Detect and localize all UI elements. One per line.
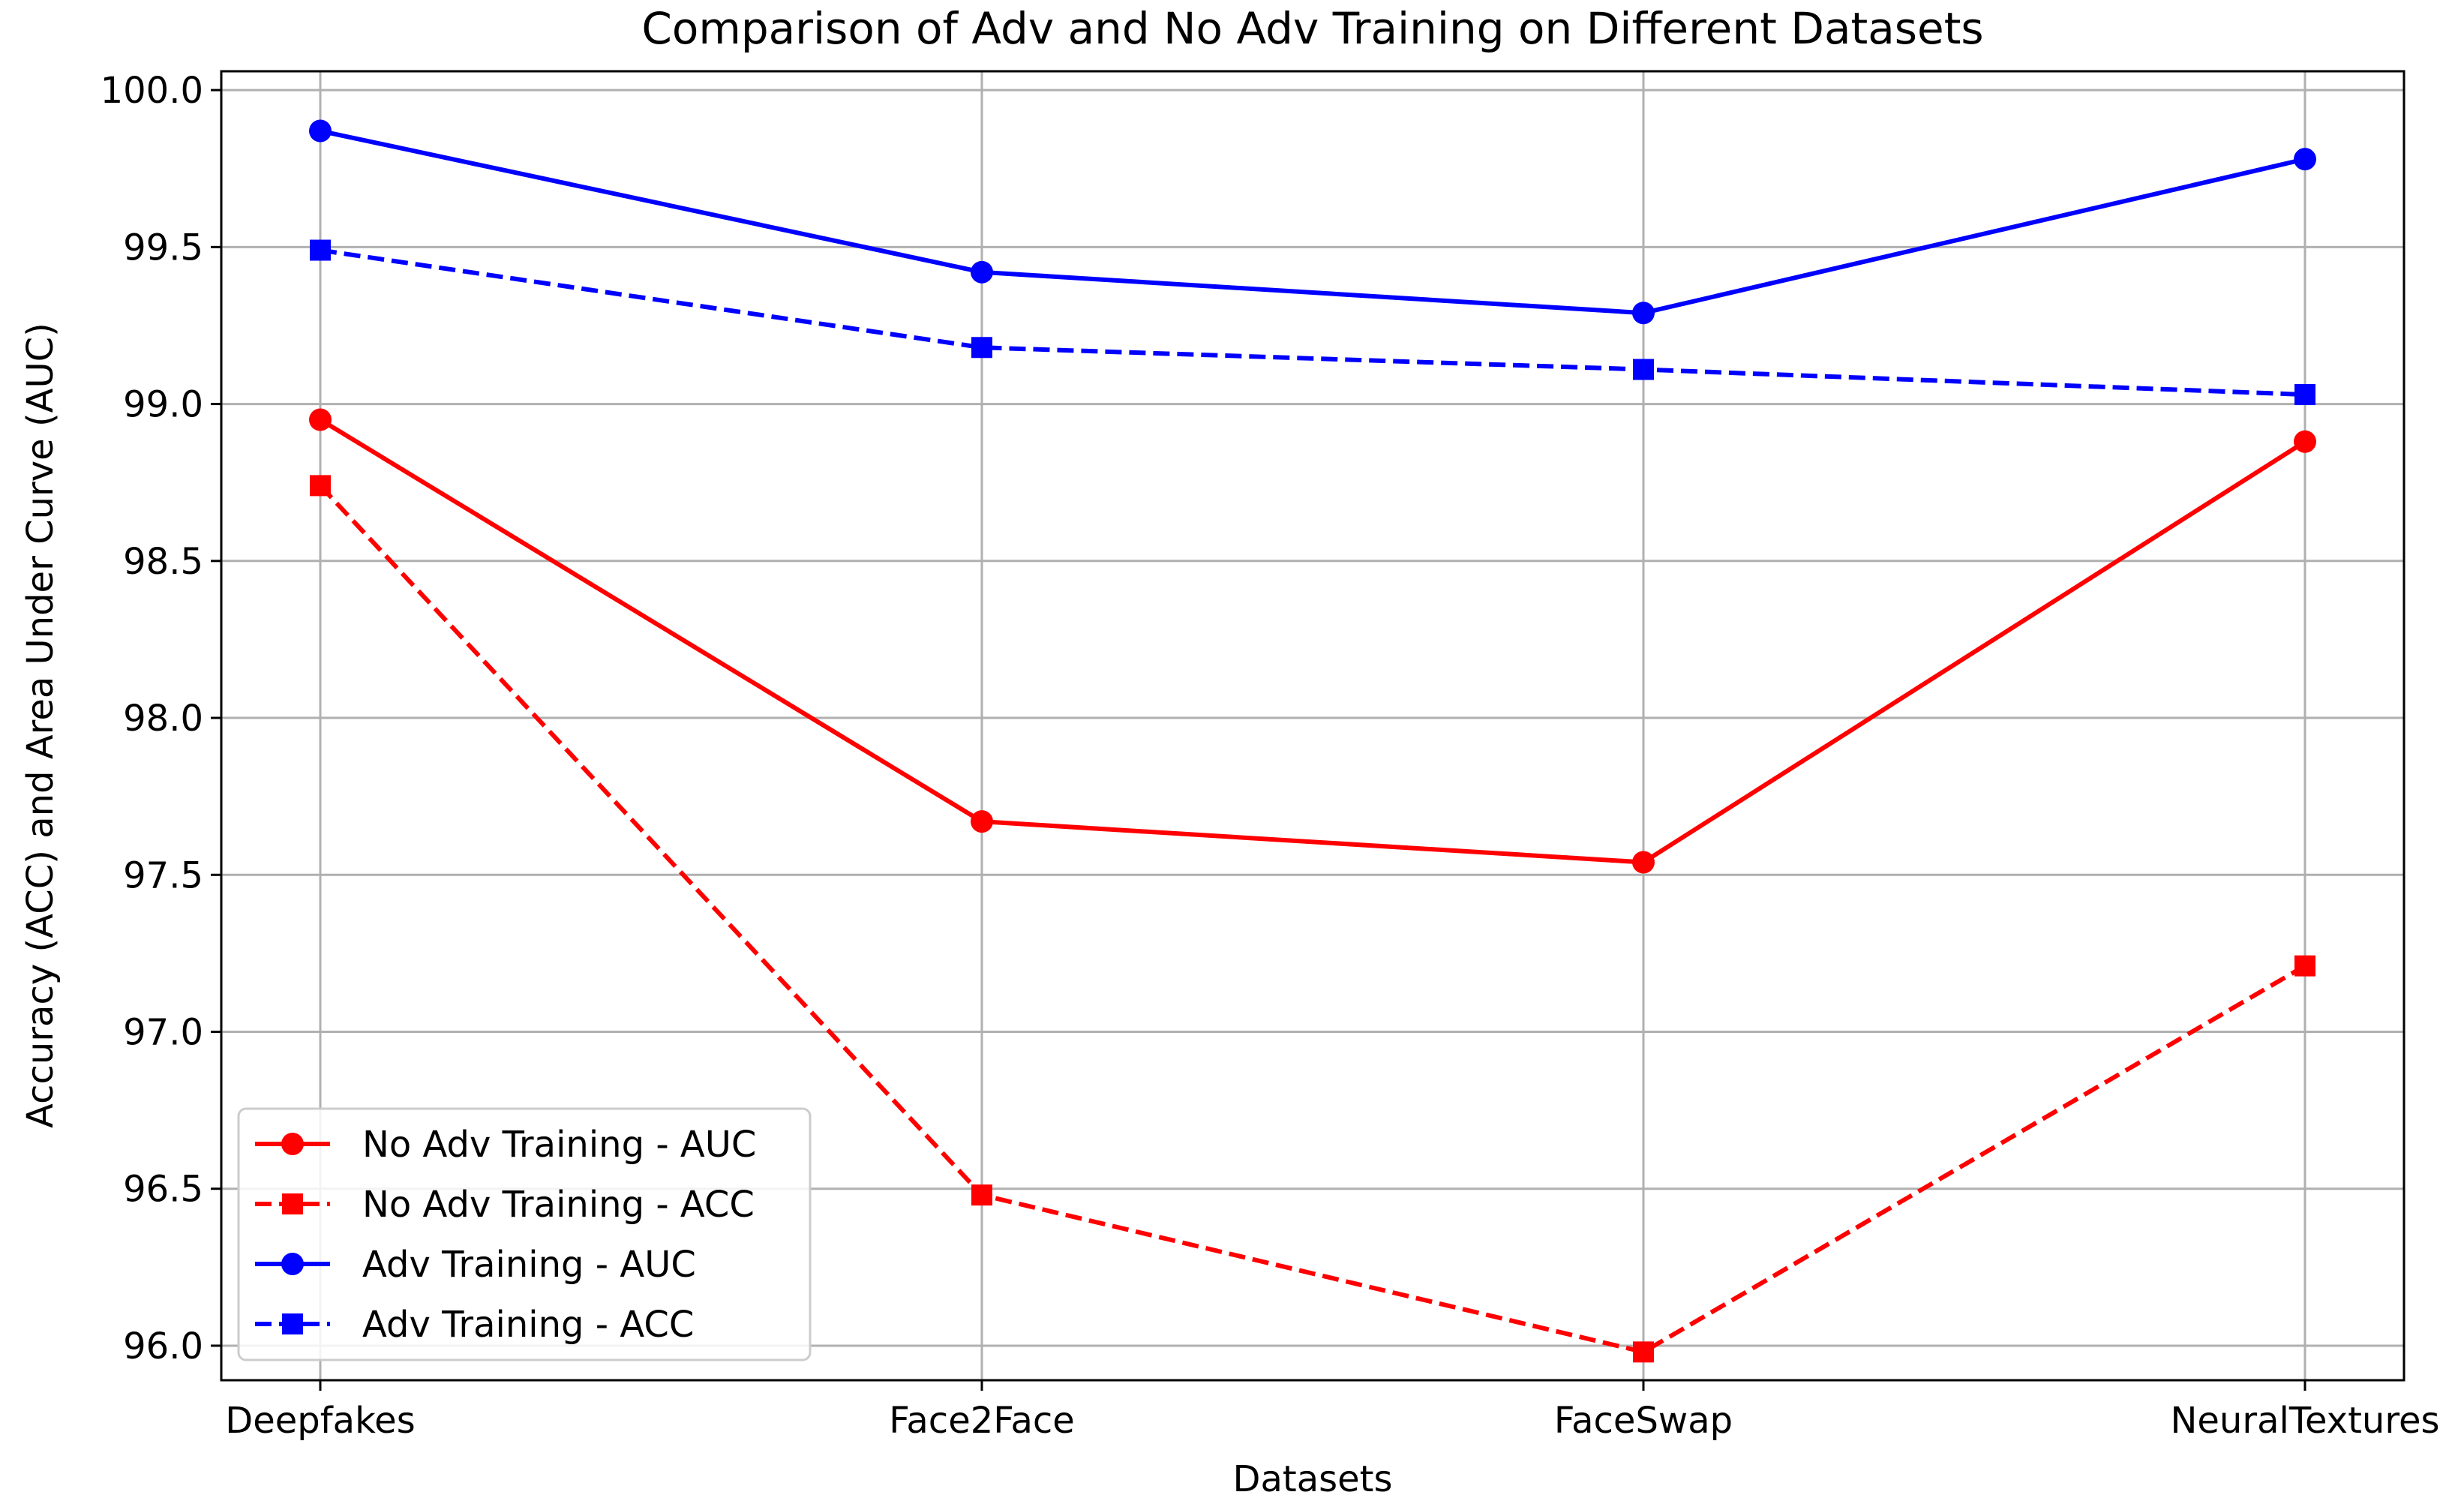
series-0	[309, 408, 2316, 874]
data-point	[1633, 1341, 1654, 1363]
x-axis-label: Datasets	[1233, 1458, 1393, 1500]
series-line	[319, 417, 2306, 865]
series-2	[309, 119, 2316, 325]
x-tick-label: Deepfakes	[225, 1400, 415, 1442]
legend-label: No Adv Training - ACC	[362, 1184, 755, 1226]
data-point	[2294, 148, 2316, 171]
series-1	[310, 475, 2315, 1363]
series-3	[310, 239, 2315, 406]
data-point	[971, 810, 993, 833]
x-tick-label: FaceSwap	[1554, 1400, 1733, 1442]
chart-title: Comparison of Adv and No Adv Training on…	[641, 3, 1983, 54]
data-point	[971, 1184, 992, 1206]
data-point	[971, 260, 993, 284]
data-point	[2294, 955, 2315, 977]
data-point	[971, 337, 992, 359]
y-tick-label: 96.5	[123, 1169, 203, 1211]
data-point	[1632, 302, 1655, 325]
legend-marker	[281, 1133, 304, 1155]
data-point	[2294, 430, 2316, 453]
data-point	[310, 475, 331, 497]
y-tick-label: 96.0	[123, 1325, 203, 1367]
legend-label: Adv Training - AUC	[362, 1244, 696, 1286]
y-tick-label: 97.0	[123, 1012, 203, 1054]
plot-frame	[220, 70, 2405, 1382]
legend-label: Adv Training - ACC	[362, 1304, 694, 1346]
legend-label: No Adv Training - AUC	[362, 1124, 756, 1166]
tick-layer: Deepfakes Face2Face FaceSwap NeuralTextures…	[101, 70, 2440, 1442]
data-point	[310, 239, 331, 261]
data-point	[1633, 359, 1654, 380]
y-tick-label: 100.0	[101, 70, 203, 112]
y-tick-label: 99.5	[123, 227, 203, 269]
legend-marker	[282, 1193, 303, 1214]
legend: No Adv Training - AUC No Adv Training - A…	[237, 1107, 812, 1361]
series-layer	[309, 119, 2316, 1363]
y-tick-label: 99.0	[123, 384, 203, 426]
data-point	[309, 119, 332, 143]
data-point	[2294, 384, 2315, 406]
series-line	[318, 484, 2306, 1355]
y-tick-label: 98.5	[123, 541, 203, 583]
x-tick-label: NeuralTextures	[2170, 1400, 2439, 1442]
data-point	[309, 408, 332, 431]
series-line	[320, 128, 2306, 316]
y-tick-label: 97.5	[123, 854, 203, 896]
y-tick-label: 98.0	[123, 698, 203, 740]
y-axis-label: Accuracy (ACC) and Area Under Curve (AUC…	[20, 323, 62, 1128]
legend-box	[237, 1107, 812, 1361]
data-point	[1632, 851, 1655, 874]
legend-marker	[281, 1253, 304, 1275]
legend-marker	[282, 1313, 303, 1334]
x-tick-label: Face2Face	[889, 1400, 1075, 1442]
series-line	[320, 248, 2306, 398]
